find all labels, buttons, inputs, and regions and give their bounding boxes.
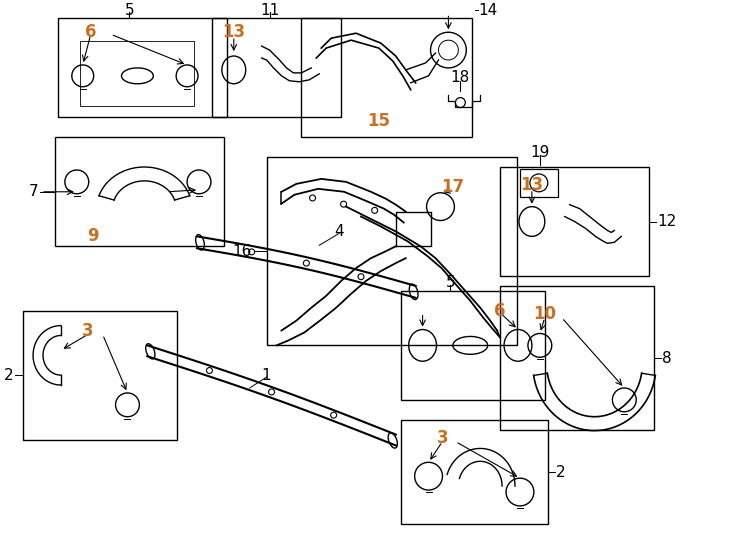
Text: 13: 13 [520, 176, 543, 194]
Text: 17: 17 [441, 178, 464, 196]
Bar [500, 167, 649, 276]
Bar [500, 286, 654, 430]
Text: 16: 16 [232, 244, 252, 259]
Text: 10: 10 [534, 305, 556, 323]
Text: 12: 12 [657, 214, 676, 229]
Text: 4: 4 [334, 224, 344, 239]
Text: 3: 3 [82, 321, 93, 340]
Bar [401, 420, 548, 524]
Text: 1: 1 [262, 368, 272, 383]
Text: 2: 2 [4, 368, 13, 383]
Bar [23, 310, 177, 440]
Text: 9: 9 [87, 227, 98, 245]
Bar [401, 291, 545, 400]
Text: 2: 2 [556, 465, 565, 480]
Bar [58, 18, 227, 118]
Text: 6: 6 [494, 302, 506, 320]
Bar [212, 18, 341, 118]
Bar [302, 18, 472, 137]
Bar [520, 169, 558, 197]
Text: 13: 13 [222, 23, 245, 41]
Text: 14: 14 [479, 3, 498, 18]
Text: 7: 7 [29, 184, 38, 199]
Bar [266, 157, 517, 346]
Bar [55, 137, 224, 246]
Text: 5: 5 [446, 275, 455, 291]
Text: 19: 19 [530, 145, 550, 160]
Text: 11: 11 [260, 3, 279, 18]
Text: 18: 18 [451, 70, 470, 85]
Text: 6: 6 [85, 23, 96, 41]
Bar [80, 41, 194, 105]
Text: 8: 8 [662, 351, 672, 366]
Text: 15: 15 [368, 112, 390, 131]
Text: 3: 3 [437, 429, 448, 447]
Text: 5: 5 [125, 3, 134, 18]
